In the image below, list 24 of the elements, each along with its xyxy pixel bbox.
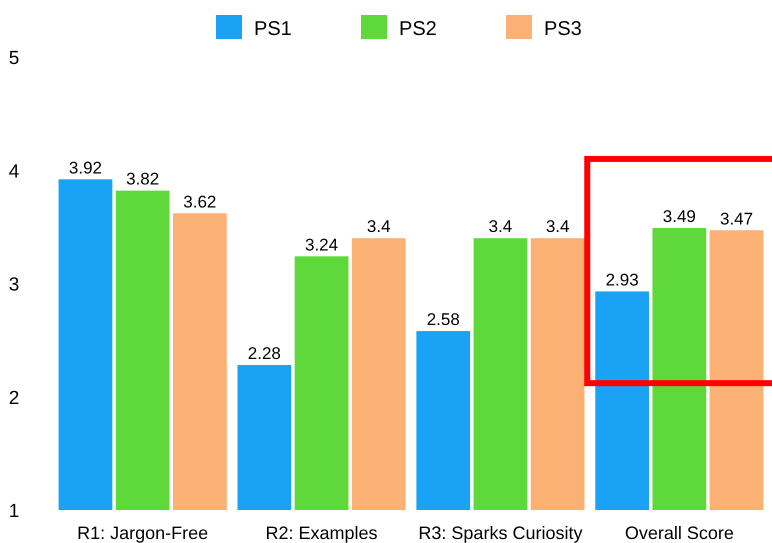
y-tick-label: 5 — [8, 48, 20, 69]
y-tick-label: 2 — [8, 388, 20, 409]
legend-label: PS2 — [399, 18, 437, 40]
data-label: 3.4 — [488, 217, 512, 236]
data-label: 2.58 — [426, 310, 460, 330]
data-label: 3.4 — [366, 217, 391, 236]
data-label: 3.24 — [305, 235, 338, 254]
data-label: 3.49 — [662, 207, 696, 226]
x-tick-label: Overall Score — [624, 523, 734, 543]
y-tick-label: 3 — [8, 274, 20, 296]
y-tick-label: 4 — [8, 161, 20, 182]
data-label: 3.92 — [68, 158, 102, 178]
legend-label: PS3 — [544, 18, 582, 40]
data-label: 2.28 — [248, 344, 281, 364]
data-label: 3.47 — [720, 209, 754, 228]
y-tick-label: 1 — [8, 501, 20, 522]
legend-label: PS1 — [254, 18, 292, 40]
data-label: 2.93 — [606, 270, 639, 290]
data-label: 3.82 — [126, 170, 160, 189]
data-label: 3.62 — [183, 192, 216, 212]
x-tick-label: R2: Examples — [266, 523, 378, 543]
x-tick-label: R3: Sparks Curiosity — [418, 523, 582, 543]
x-tick-label: R1: Jargon-Free — [77, 523, 208, 543]
data-label: 3.4 — [546, 217, 570, 236]
